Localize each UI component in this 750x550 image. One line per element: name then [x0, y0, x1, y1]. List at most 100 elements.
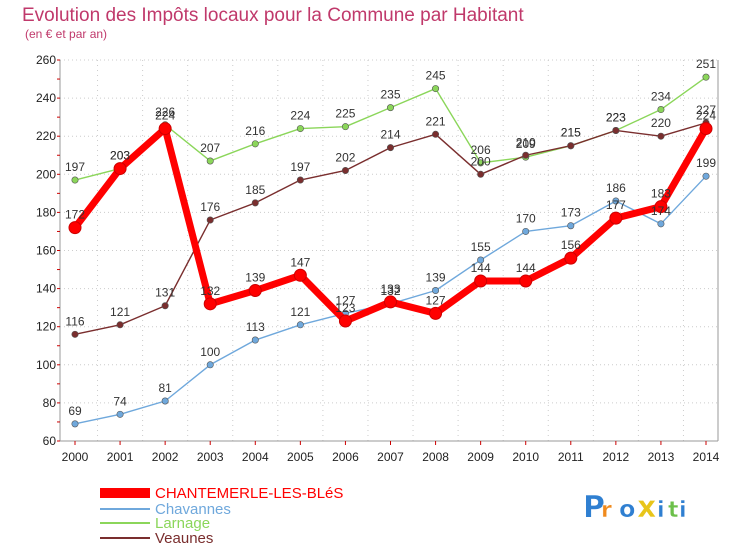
data-label: 245: [426, 69, 446, 83]
series-3: [71, 119, 710, 338]
data-point: [567, 142, 575, 150]
data-label: 202: [335, 150, 355, 164]
data-label: 224: [290, 109, 310, 123]
data-point: [432, 85, 440, 93]
data-label: 221: [426, 114, 446, 128]
data-labels: 172 203 224 132 139 147 123 133 127 144 144 156 177 1…: [65, 57, 716, 418]
y-tick-label: 160: [36, 244, 56, 258]
data-point: [161, 302, 169, 310]
data-label: 224: [155, 109, 175, 123]
data-label: 197: [65, 160, 85, 174]
data-point: [657, 106, 665, 114]
data-label: 176: [200, 200, 220, 214]
data-label: 207: [200, 141, 220, 155]
data-point: [432, 130, 440, 138]
data-point: [338, 314, 352, 328]
data-label: 100: [200, 345, 220, 359]
logo-letter: r: [601, 498, 612, 523]
y-tick-label: 240: [36, 91, 56, 105]
data-label: 223: [606, 110, 626, 124]
data-point: [296, 321, 304, 329]
logo-letter: i: [679, 498, 687, 523]
data-point: [71, 176, 79, 184]
data-label: 214: [380, 128, 400, 142]
data-label: 206: [471, 143, 491, 157]
data-point: [251, 199, 259, 207]
data-label: 173: [561, 206, 581, 220]
data-point: [429, 306, 443, 320]
data-label: 121: [110, 305, 130, 319]
x-tick-label: 2007: [377, 450, 404, 464]
data-label: 144: [471, 261, 491, 275]
data-point: [68, 221, 82, 235]
x-tick-label: 2013: [648, 450, 675, 464]
data-label: 116: [65, 314, 84, 328]
data-point: [432, 287, 440, 295]
data-point: [248, 284, 262, 298]
logo-letter: t: [668, 498, 679, 523]
y-tick-label: 220: [36, 129, 56, 143]
data-label: 123: [335, 301, 355, 315]
y-axis-ticks: 60 80 100 120 140 160 180 200 220 240 260: [36, 53, 60, 448]
y-tick-label: 100: [36, 358, 56, 372]
data-label: 220: [651, 116, 671, 130]
legend-label: Chavannes: [155, 501, 231, 518]
legend-label: CHANTEMERLE-LES-BLéS: [155, 485, 343, 502]
data-point: [296, 125, 304, 133]
data-label: 132: [380, 284, 400, 298]
data-point: [702, 73, 710, 81]
x-tick-label: 2000: [62, 450, 89, 464]
data-label: 74: [113, 394, 127, 408]
data-label: 139: [426, 271, 446, 285]
chart-title: Evolution des Impôts locaux pour la Comm…: [22, 5, 524, 26]
x-tick-label: 2010: [512, 450, 539, 464]
y-tick-label: 80: [43, 396, 57, 410]
x-tick-label: 2004: [242, 450, 269, 464]
data-point: [251, 336, 259, 344]
y-tick-label: 120: [36, 320, 56, 334]
data-point: [612, 197, 620, 205]
data-label: 185: [245, 183, 265, 197]
data-label: 147: [290, 255, 310, 269]
data-label: 200: [471, 154, 491, 168]
data-point: [341, 123, 349, 131]
data-point: [657, 220, 665, 228]
data-label: 156: [561, 238, 581, 252]
data-label: 69: [68, 404, 82, 418]
data-label: 170: [516, 211, 536, 225]
proxiti-logo: Pr o x i t i: [583, 490, 687, 526]
data-label: 131: [155, 286, 175, 300]
data-point: [654, 200, 668, 214]
data-label: 215: [561, 126, 581, 140]
data-label: 127: [426, 293, 446, 307]
data-point: [567, 222, 575, 230]
data-point: [522, 151, 530, 159]
data-point: [116, 410, 124, 418]
data-label: 203: [110, 149, 130, 163]
data-label: 224: [696, 109, 716, 123]
data-label: 226: [155, 105, 175, 119]
data-point: [386, 104, 394, 112]
y-tick-label: 260: [36, 53, 56, 67]
data-label: 121: [290, 305, 310, 319]
data-point: [699, 122, 713, 136]
data-label: 223: [606, 110, 626, 124]
x-tick-label: 2001: [107, 450, 134, 464]
data-point: [251, 140, 259, 148]
data-label: 81: [158, 381, 172, 395]
data-point: [116, 321, 124, 329]
y-tick-label: 180: [36, 205, 56, 219]
logo-letter: i: [657, 498, 665, 523]
data-point: [522, 227, 530, 235]
x-tick-label: 2006: [332, 450, 359, 464]
data-point: [206, 361, 214, 369]
data-point: [293, 268, 307, 282]
data-label: 203: [110, 149, 130, 163]
data-label: 197: [290, 160, 310, 174]
data-point: [612, 126, 620, 134]
series-0: [68, 122, 713, 328]
y-tick-label: 200: [36, 167, 56, 181]
x-tick-label: 2008: [422, 450, 449, 464]
x-tick-label: 2002: [152, 450, 179, 464]
